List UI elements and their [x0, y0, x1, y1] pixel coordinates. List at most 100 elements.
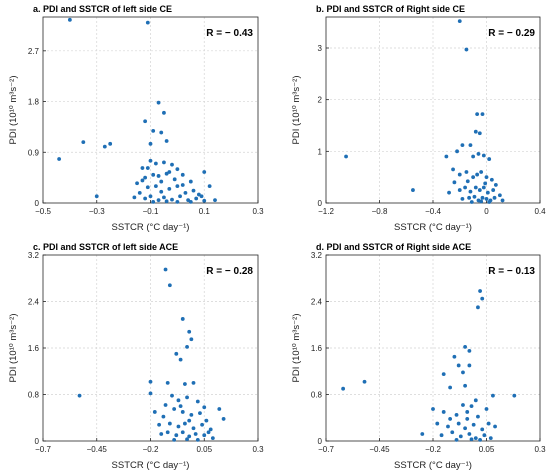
data-point: [180, 410, 185, 414]
data-point: [486, 421, 491, 426]
data-point: [447, 190, 451, 195]
data-point: [463, 185, 467, 190]
y-tick-label: 0: [318, 199, 323, 208]
correlation-label: R = − 0.28: [206, 266, 253, 277]
panel-2: −1.2 −0.8 −0.4 0 0.4 0 1 2 3 b. PDI and SSTCR of …: [291, 4, 546, 233]
data-point: [159, 189, 164, 194]
data-point: [170, 197, 174, 202]
data-point: [178, 194, 182, 199]
x-tick-label: 0.05: [196, 445, 212, 454]
data-point: [195, 399, 200, 404]
data-point: [491, 393, 495, 398]
x-tick-label: 0: [484, 207, 489, 216]
x-tick-label: −0.1: [143, 207, 159, 216]
data-point: [477, 131, 482, 136]
data-point: [187, 434, 192, 439]
data-point: [170, 393, 174, 398]
x-axis-label: SSTCR (°C day⁻¹): [112, 222, 190, 233]
x-tick-label: −0.2: [425, 445, 441, 454]
data-point: [206, 430, 211, 435]
data-point: [473, 436, 478, 440]
data-point: [185, 344, 189, 349]
data-point: [487, 157, 492, 161]
data-point: [452, 354, 457, 359]
data-point: [454, 412, 459, 417]
data-point: [484, 407, 489, 411]
data-point: [477, 188, 482, 192]
data-point: [451, 167, 455, 172]
data-point: [148, 194, 153, 199]
data-point: [162, 195, 166, 200]
data-point: [457, 19, 462, 24]
data-point: [176, 398, 181, 403]
data-point: [469, 200, 474, 204]
data-point: [475, 112, 480, 117]
data-point: [183, 421, 187, 426]
y-axis-label: PDI (10¹⁰ m³s⁻²): [8, 76, 19, 145]
data-point: [411, 188, 415, 192]
data-point: [191, 188, 196, 193]
y-tick-label: 2.4: [28, 298, 40, 307]
data-point: [431, 407, 435, 411]
data-point: [468, 143, 473, 148]
y-axis-label: PDI (10¹⁰ m³s⁻²): [291, 76, 302, 145]
y-tick-label: 0.8: [28, 391, 40, 400]
data-point: [180, 183, 185, 187]
data-point: [145, 20, 150, 25]
x-tick-label: −0.2: [143, 445, 159, 454]
data-point: [479, 170, 484, 174]
data-point: [175, 184, 180, 188]
data-point: [213, 198, 217, 203]
data-point: [57, 157, 62, 161]
data-point: [183, 382, 187, 386]
x-tick-label: 0.1: [199, 207, 211, 216]
data-point: [81, 140, 86, 145]
data-point: [473, 398, 478, 403]
y-axis-label: PDI (10¹⁰ m³s⁻²): [291, 314, 302, 383]
y-tick-label: 1.6: [28, 344, 40, 353]
data-point: [475, 172, 480, 177]
y-tick-label: 0: [35, 199, 40, 208]
x-tick-label: −0.7: [35, 445, 51, 454]
y-tick-label: 3.2: [28, 251, 40, 260]
y-tick-label: 3.2: [311, 251, 323, 260]
data-point: [170, 162, 174, 167]
data-point: [143, 175, 148, 180]
data-point: [148, 141, 153, 146]
data-point: [163, 267, 168, 272]
data-point: [441, 372, 446, 377]
data-point: [180, 317, 185, 321]
data-point: [162, 160, 166, 165]
data-point: [473, 185, 478, 190]
data-point: [493, 183, 498, 187]
data-point: [143, 119, 148, 124]
data-point: [476, 305, 480, 310]
data-point: [172, 407, 177, 411]
data-point: [467, 349, 472, 353]
data-point: [460, 196, 465, 201]
data-point: [194, 196, 199, 201]
data-point: [198, 411, 202, 415]
y-tick-label: 1.8: [28, 98, 40, 107]
data-point: [143, 196, 148, 201]
data-point: [174, 433, 179, 438]
data-point: [183, 190, 188, 195]
data-point: [465, 179, 470, 184]
data-point: [480, 296, 485, 301]
data-point: [469, 437, 474, 442]
data-point: [455, 149, 459, 154]
x-tick-label: −0.7: [318, 445, 334, 454]
x-tick-label: −0.4: [425, 207, 441, 216]
data-point: [344, 154, 348, 159]
data-point: [484, 196, 489, 201]
data-point: [153, 184, 158, 188]
data-point: [484, 175, 489, 180]
correlation-label: R = − 0.13: [488, 266, 535, 277]
data-point: [476, 414, 480, 419]
correlation-label: R = − 0.29: [488, 28, 535, 39]
data-point: [210, 436, 215, 440]
data-point: [460, 143, 465, 148]
data-point: [157, 422, 162, 427]
data-point: [199, 194, 204, 199]
